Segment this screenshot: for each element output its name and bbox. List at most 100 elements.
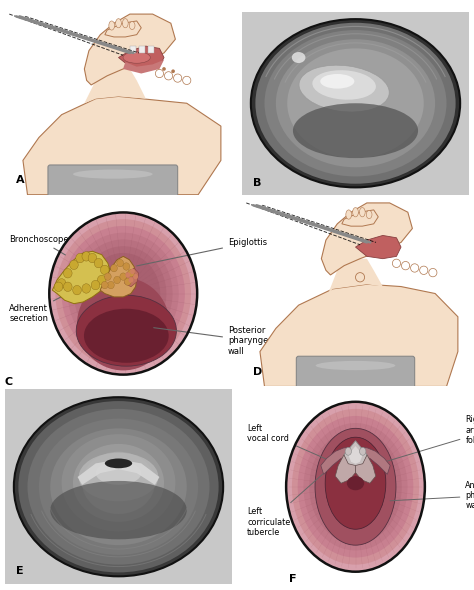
Ellipse shape [325,437,386,529]
Ellipse shape [347,476,364,490]
Ellipse shape [316,361,395,370]
Text: Epiglottis: Epiglottis [137,238,267,266]
Circle shape [57,278,66,288]
Ellipse shape [129,21,135,30]
Circle shape [128,277,133,283]
Circle shape [64,268,72,278]
Circle shape [126,272,130,278]
Polygon shape [52,251,111,304]
Circle shape [133,274,138,279]
Polygon shape [358,448,390,474]
Circle shape [128,270,134,277]
Circle shape [171,70,175,73]
Circle shape [360,447,366,455]
Polygon shape [348,446,363,464]
Circle shape [255,23,456,183]
Circle shape [86,253,160,334]
Text: Right
aryepiglottic
fold: Right aryepiglottic fold [387,415,474,461]
Polygon shape [260,284,458,386]
Ellipse shape [76,295,176,366]
Polygon shape [84,69,146,103]
Ellipse shape [359,208,365,217]
Polygon shape [118,460,159,485]
Circle shape [27,409,210,565]
Ellipse shape [109,21,115,30]
Circle shape [114,276,120,284]
Circle shape [120,273,127,280]
Text: B: B [253,178,262,188]
Circle shape [64,282,72,291]
Ellipse shape [77,277,170,371]
Polygon shape [328,258,383,294]
Circle shape [264,30,447,176]
Circle shape [345,447,351,455]
Circle shape [130,269,135,274]
Circle shape [82,452,155,514]
Circle shape [251,19,460,188]
Circle shape [18,401,219,572]
Circle shape [125,278,131,286]
Polygon shape [123,60,164,74]
Circle shape [286,402,425,572]
Circle shape [73,286,82,295]
Ellipse shape [299,65,389,112]
Circle shape [292,409,419,565]
Polygon shape [118,46,164,69]
Text: Anterior
pharyngeal
wall: Anterior pharyngeal wall [390,481,474,510]
Text: Bronchoscope: Bronchoscope [9,235,69,255]
Ellipse shape [346,210,352,219]
Circle shape [54,282,63,291]
Polygon shape [321,203,412,275]
Circle shape [91,280,100,290]
Circle shape [14,397,223,576]
Text: D: D [253,367,263,377]
Ellipse shape [123,52,150,63]
Ellipse shape [50,481,187,539]
Polygon shape [342,210,378,226]
Polygon shape [356,235,401,258]
Circle shape [70,260,78,270]
Circle shape [74,240,173,348]
Circle shape [62,226,185,361]
Ellipse shape [122,19,128,28]
Text: Posterior
pharyngeal
wall: Posterior pharyngeal wall [154,326,276,356]
Circle shape [162,67,166,71]
Circle shape [108,281,114,289]
Text: A: A [16,175,25,185]
Circle shape [76,253,84,263]
Circle shape [39,419,198,555]
Ellipse shape [73,169,153,179]
Polygon shape [78,460,118,485]
Circle shape [309,430,402,543]
Ellipse shape [84,309,169,363]
Circle shape [80,246,166,341]
FancyBboxPatch shape [5,389,232,584]
Circle shape [292,52,305,63]
Polygon shape [23,96,221,195]
Ellipse shape [366,211,372,219]
Polygon shape [125,268,138,287]
Polygon shape [105,21,141,37]
Circle shape [101,281,108,289]
Ellipse shape [105,458,132,468]
Ellipse shape [320,74,355,88]
Circle shape [100,265,109,274]
Circle shape [94,258,103,268]
Polygon shape [148,46,154,53]
Circle shape [298,416,413,558]
Circle shape [49,212,197,375]
Circle shape [287,48,424,158]
Circle shape [82,284,91,293]
Circle shape [123,263,130,270]
Text: Left
corriculate
tubercle: Left corriculate tubercle [247,453,346,537]
Ellipse shape [353,208,358,217]
Polygon shape [84,14,175,85]
Text: C: C [5,376,13,386]
Text: F: F [289,574,297,584]
Polygon shape [321,448,353,474]
Text: Adherent
secretion: Adherent secretion [9,291,72,323]
Ellipse shape [315,428,396,545]
Polygon shape [335,455,356,483]
Circle shape [62,434,175,532]
Polygon shape [344,441,367,469]
